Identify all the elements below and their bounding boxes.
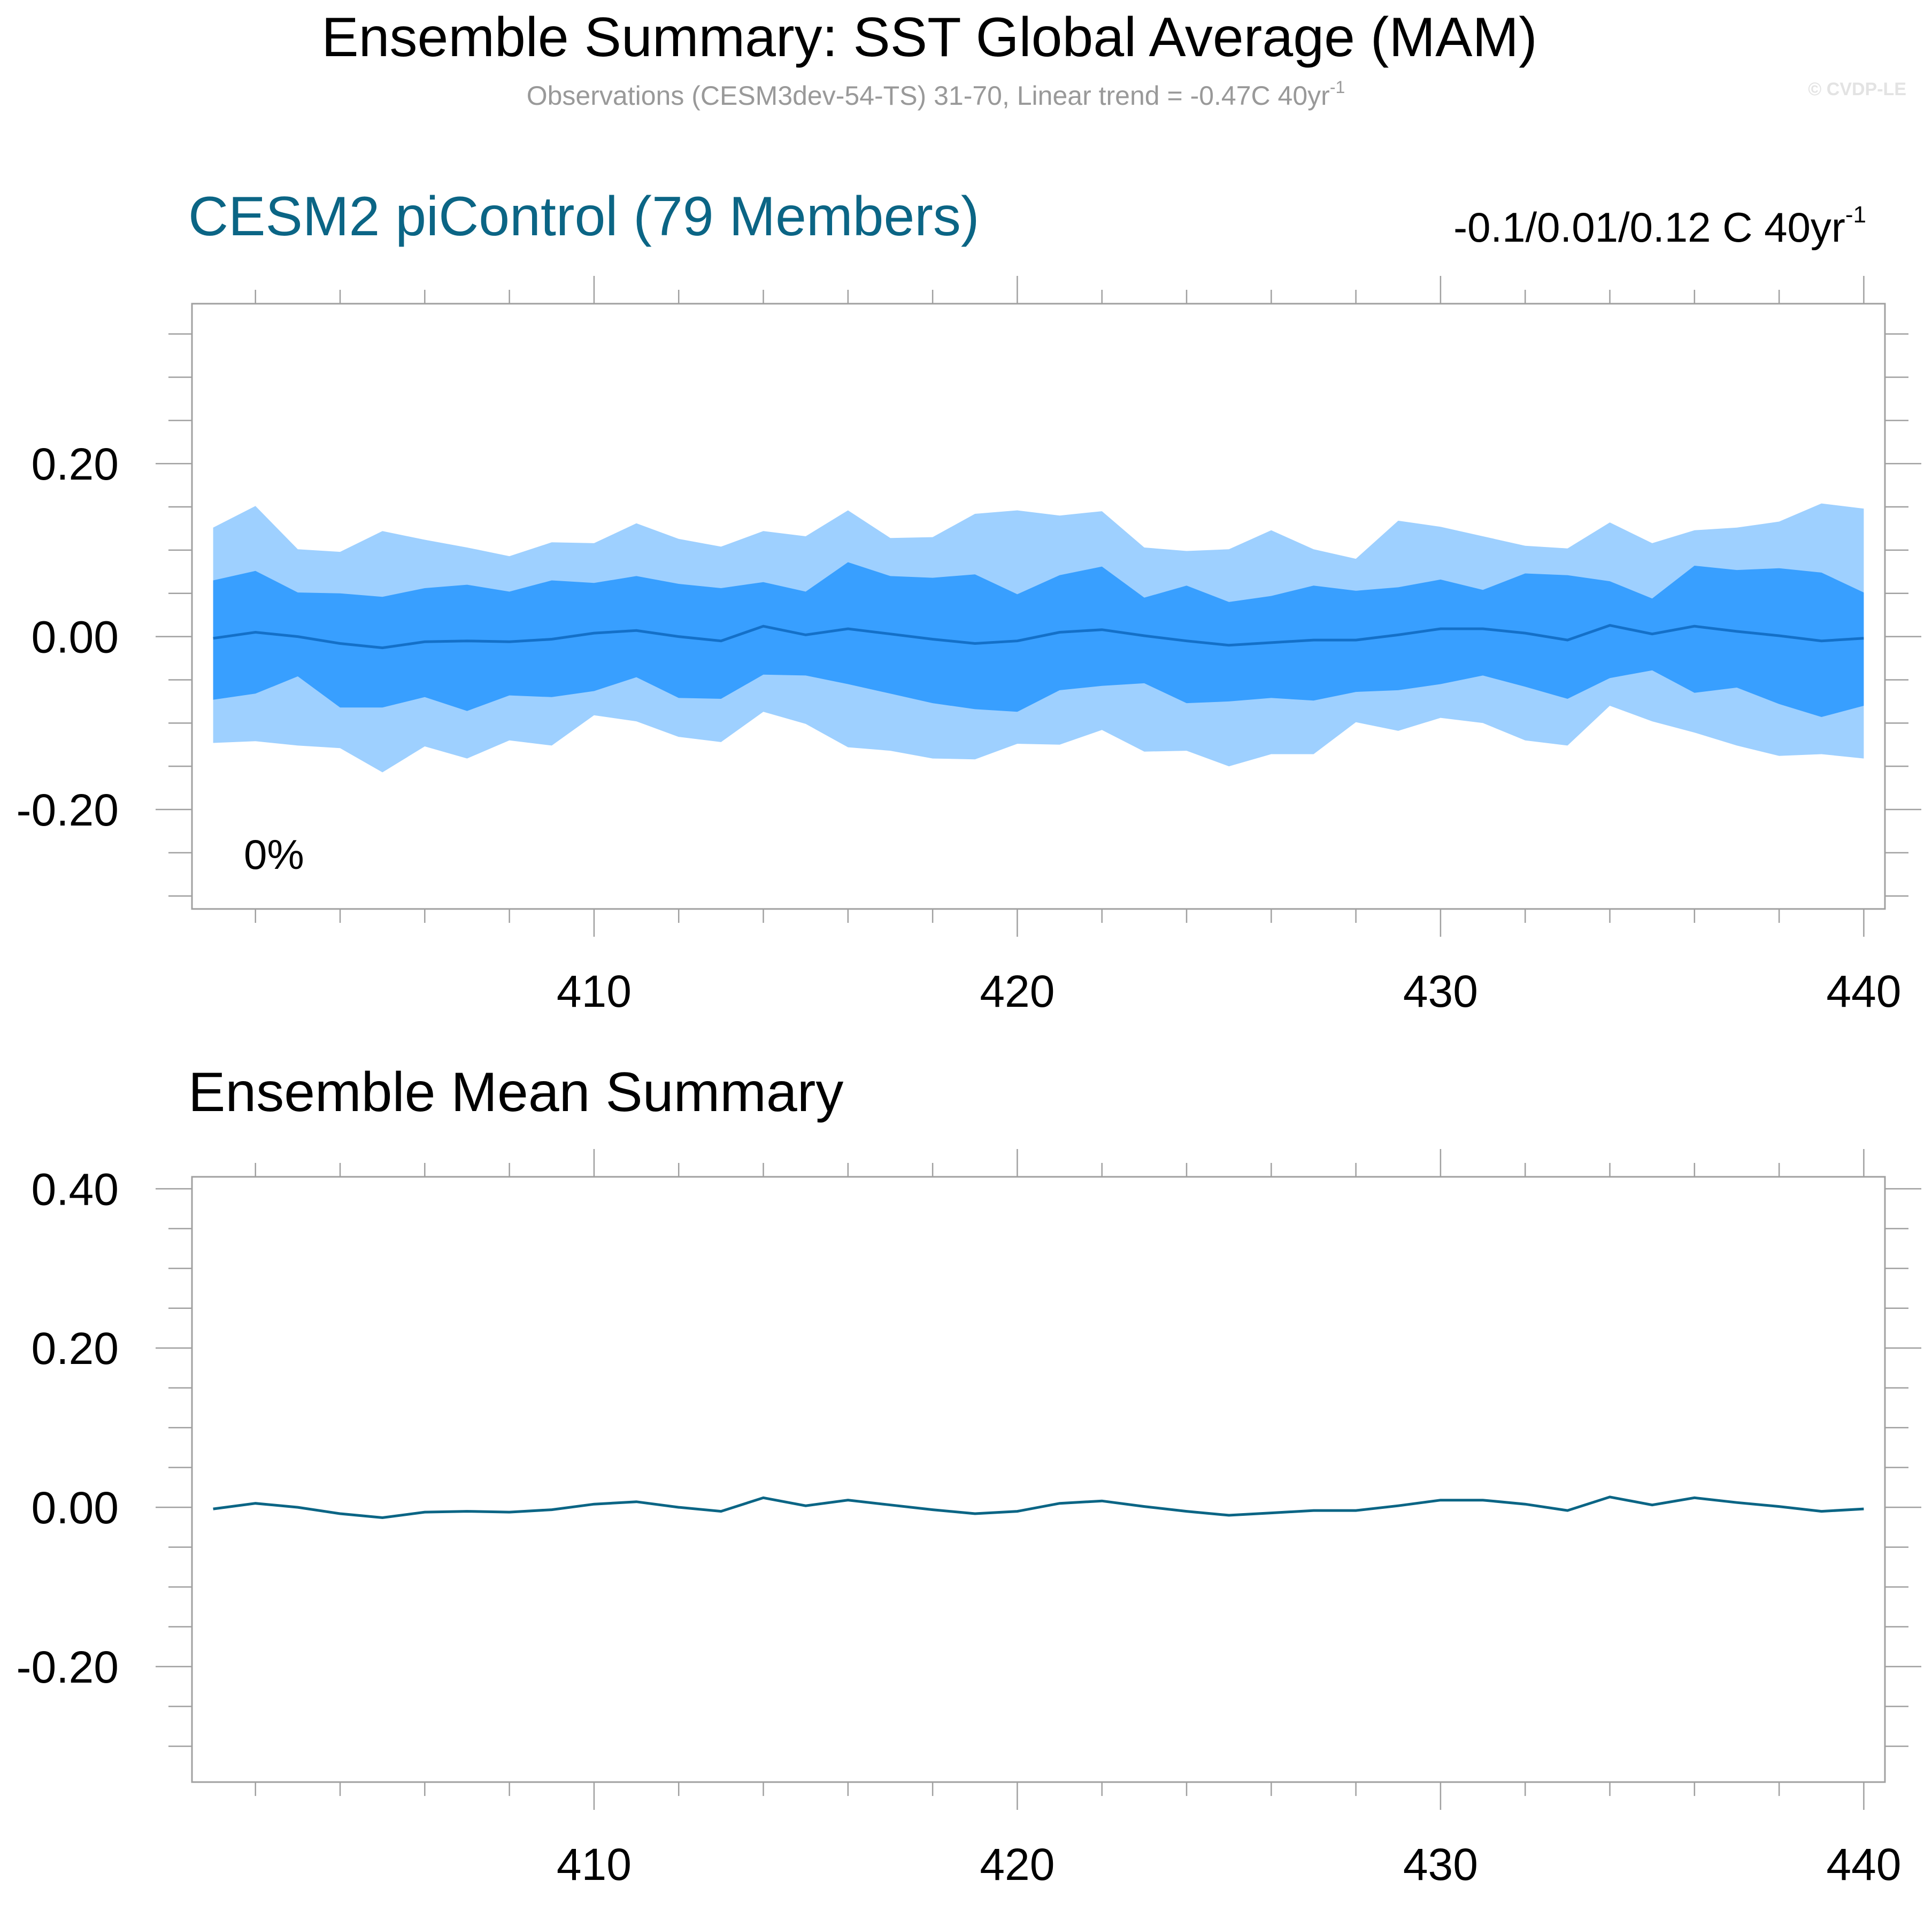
band-p10-p90 [213, 562, 1864, 717]
panel2-ytick-label: 0.40 [32, 1164, 119, 1214]
panel2-ytick-label: 0.20 [32, 1323, 119, 1374]
panel2-xtick-label: 410 [557, 1839, 632, 1890]
panel1-percent-label: 0% [244, 831, 304, 878]
panel1-ytick-label: -0.20 [17, 785, 119, 835]
panel2-ytick-label: -0.20 [17, 1642, 119, 1692]
panel2-xtick-label: 430 [1403, 1839, 1478, 1890]
panel1-trend-text: -0.1/0.01/0.12 C 40yr [1453, 204, 1845, 251]
panel2-title: Ensemble Mean Summary [188, 1061, 843, 1123]
panel1-xtick-label: 430 [1403, 966, 1478, 1016]
panel2-plot: 410 420 430 440 -0.20 0.00 0.20 0.40 [17, 1149, 1921, 1890]
panel2-ytick-label: 0.00 [32, 1483, 119, 1533]
figure-subtitle-superscript: -1 [1330, 78, 1345, 97]
panel2-xtick-label: 440 [1826, 1839, 1901, 1890]
panel1-title: CESM2 piControl (79 Members) [188, 186, 980, 248]
panel1-xtick-label: 410 [557, 966, 632, 1016]
panel2-ticks: 410 420 430 440 -0.20 0.00 0.20 0.40 [17, 1149, 1921, 1890]
panel1-ticks: 410 420 430 440 -0.20 0.00 0.20 [17, 276, 1921, 1016]
panel1-frame [191, 303, 1886, 910]
median-line [213, 624, 1864, 650]
panel2-frame [191, 1176, 1886, 1783]
panel1-trend-superscript: -1 [1845, 202, 1866, 228]
panel2-lines [213, 1495, 1864, 1520]
figure-subtitle-text: Observations (CESM3dev-54-TS) 31-70, Lin… [527, 81, 1330, 111]
panel1-ytick-label: 0.00 [32, 612, 119, 662]
watermark: © CVDP-LE [1808, 79, 1906, 99]
panel2-xtick-label: 420 [980, 1839, 1054, 1890]
figure-subtitle: Observations (CESM3dev-54-TS) 31-70, Lin… [527, 78, 1345, 111]
panel1-ytick-label: 0.20 [32, 439, 119, 489]
figure-title: Ensemble Summary: SST Global Average (MA… [321, 6, 1537, 68]
panel1-plot: 410 420 430 440 -0.20 0.00 0.20 0% [17, 276, 1921, 1016]
panel1-trend-label: -0.1/0.01/0.12 C 40yr-1 [1453, 202, 1866, 251]
panel1-xtick-label: 440 [1826, 966, 1901, 1016]
panel1-xtick-label: 420 [980, 966, 1054, 1016]
ensemble-mean-line [213, 1495, 1864, 1520]
panel2-frame-background [192, 1177, 1885, 1782]
panel1-lines [213, 624, 1864, 650]
